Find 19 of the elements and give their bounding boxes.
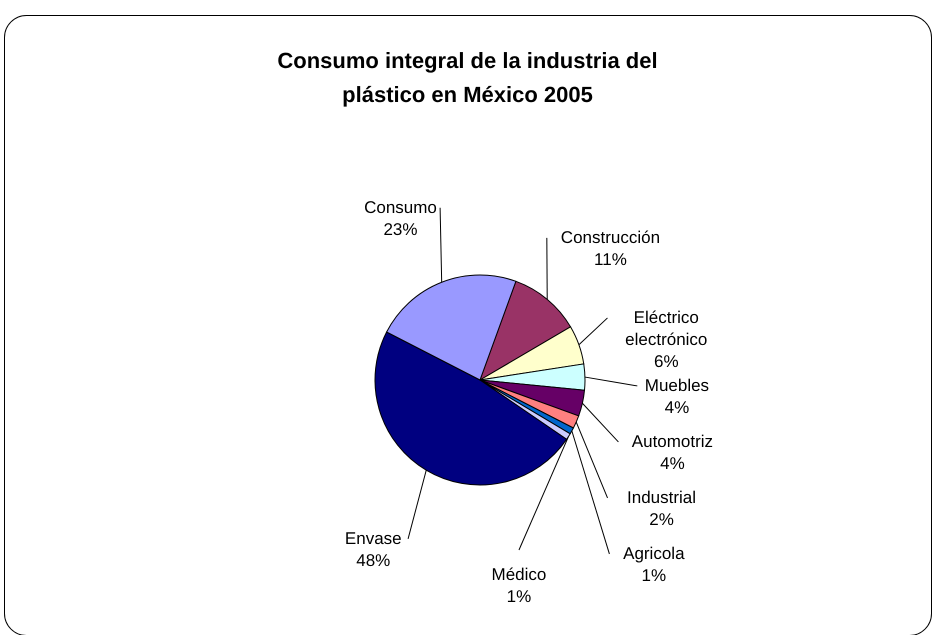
slice-label: Construcción — [560, 228, 660, 247]
data-label: 4% — [660, 454, 685, 473]
slice-label: Agricola — [623, 544, 686, 563]
slice-label: Consumo — [364, 198, 437, 217]
chart-title: Consumo integral de la industria del plástico en México 2005 — [277, 48, 658, 107]
data-label: 11% — [594, 250, 627, 269]
slice-label: Envase — [344, 528, 402, 548]
slice-label: Industrial — [627, 488, 696, 507]
data-label: 2% — [649, 510, 674, 529]
slice-label: Eléctrico electrónico — [625, 308, 708, 349]
data-label: 1% — [642, 566, 666, 585]
data-label: 6% — [654, 352, 679, 371]
slice-label: Automotriz — [632, 432, 714, 451]
slice-label: Médico — [492, 565, 546, 584]
data-label: 23% — [383, 220, 418, 239]
slice-label: Muebles — [644, 376, 710, 395]
data-label: 4% — [664, 398, 690, 417]
data-label: 48% — [356, 550, 390, 570]
data-label: 1% — [506, 587, 532, 606]
